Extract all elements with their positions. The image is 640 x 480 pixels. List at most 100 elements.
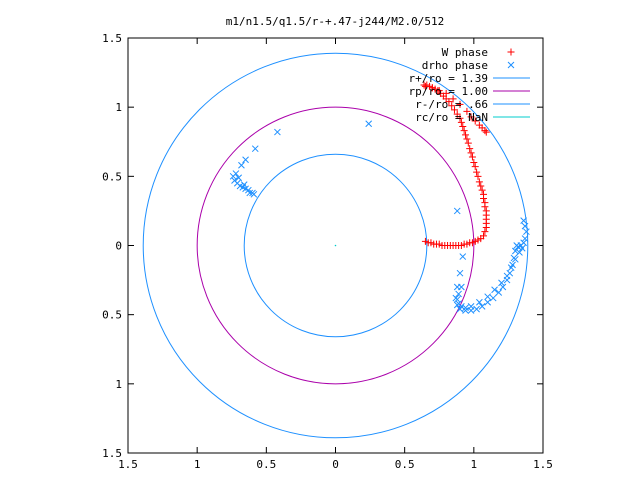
origin-point xyxy=(334,244,337,247)
w-phase-point-38 xyxy=(470,159,478,166)
drho-phase-point-20 xyxy=(456,269,464,277)
w-phase-point-41 xyxy=(466,145,474,153)
w-phase-point-48 xyxy=(456,114,464,122)
drho-phase-point-54 xyxy=(476,298,483,306)
drho-phase-point-55 xyxy=(467,303,475,310)
circle-series-4 xyxy=(243,153,428,338)
drho-phase-point-32 xyxy=(499,283,507,291)
drho-phase-point-37 xyxy=(511,247,519,255)
w-phase-point-37 xyxy=(471,163,479,171)
drho-phase-point-43 xyxy=(523,228,530,236)
x-tick-label-1: 1 xyxy=(194,458,201,471)
y-tick-label-4: 0.5 xyxy=(102,170,122,183)
w-phase-point-63 xyxy=(428,84,436,92)
w-phase-point-44 xyxy=(462,131,470,139)
drho-phase-point-46 xyxy=(518,244,526,252)
drho-phase-point-17 xyxy=(240,181,248,188)
y-tick-label-5: 1 xyxy=(115,101,122,114)
w-phase-point-46 xyxy=(459,123,467,131)
drho-phase-point-28 xyxy=(478,303,486,310)
drho-phase-point-59 xyxy=(453,296,461,303)
drho-phase-point-27 xyxy=(473,305,480,313)
drho-phase-point-44 xyxy=(521,222,529,230)
legend-label-0: W phase xyxy=(442,46,488,59)
w-phase-point-39 xyxy=(468,153,476,161)
x-tick-label-2: 0.5 xyxy=(256,458,276,471)
w-phase-point-62 xyxy=(421,82,429,90)
drho-phase-point-18 xyxy=(453,207,461,215)
w-phase-point-51 xyxy=(448,102,456,110)
drho-phase-point-50 xyxy=(503,272,511,280)
drho-phase-point-4 xyxy=(238,161,245,169)
legend-label-5: rc/ro = NaN xyxy=(415,111,488,124)
drho-phase-point-2 xyxy=(251,145,259,153)
drho-phase-point-13 xyxy=(246,189,254,197)
w-phase-point-61 xyxy=(420,81,428,89)
data-points xyxy=(229,81,530,314)
w-phase-point-65 xyxy=(442,89,450,97)
drho-phase-point-41 xyxy=(520,239,527,247)
w-phase-point-36 xyxy=(473,168,481,176)
chart-title: m1/n1.5/q1.5/r-+.47-j244/M2.0/512 xyxy=(226,15,445,28)
drho-phase-point-42 xyxy=(521,235,529,242)
w-phase-point-42 xyxy=(464,139,472,147)
drho-phase-point-0 xyxy=(274,128,281,136)
legend-label-4: r-/ro = .66 xyxy=(415,98,488,111)
legend-label-3: rp/ro = 1.00 xyxy=(409,85,488,98)
drho-phase-point-16 xyxy=(235,174,243,182)
w-phase-point-34 xyxy=(475,178,483,186)
w-phase-point-43 xyxy=(463,135,471,143)
w-phase-point-33 xyxy=(477,182,485,190)
w-phase-point-45 xyxy=(460,127,468,135)
w-phase-point-67 xyxy=(456,100,464,108)
w-phase-point-74 xyxy=(482,128,490,136)
drho-phase-point-60 xyxy=(455,290,462,298)
drho-phase-point-61 xyxy=(458,283,465,291)
w-phase-point-35 xyxy=(474,172,482,180)
y-tick-label-1: 1 xyxy=(115,378,122,391)
drho-phase-point-58 xyxy=(455,300,462,307)
w-phase-point-27 xyxy=(482,207,490,215)
x-tick-label-4: 0.5 xyxy=(395,458,415,471)
drho-phase-point-1 xyxy=(365,120,373,128)
w-phase-point-21 xyxy=(480,232,488,240)
drho-phase-point-3 xyxy=(242,156,249,164)
w-phase-point-32 xyxy=(478,186,486,194)
y-tick-label-3: 0 xyxy=(115,240,122,253)
drho-phase-point-51 xyxy=(498,279,505,287)
x-tick-label-6: 1.5 xyxy=(533,458,553,471)
w-phase-point-73 xyxy=(481,127,489,135)
drho-phase-point-45 xyxy=(520,217,527,224)
y-tick-label-0: 1.5 xyxy=(102,447,122,460)
w-phase-point-49 xyxy=(453,110,461,118)
drho-phase-point-31 xyxy=(495,289,503,296)
drho-phase-point-19 xyxy=(459,253,467,260)
drho-phase-point-48 xyxy=(511,255,519,263)
circle-series-2 xyxy=(142,52,529,439)
drho-phase-point-6 xyxy=(229,172,237,180)
reference-circles xyxy=(142,52,529,439)
x-tick-label-0: 1.5 xyxy=(118,458,138,471)
w-phase-point-31 xyxy=(480,190,488,198)
w-phase-point-50 xyxy=(450,106,458,114)
w-phase-point-22 xyxy=(481,228,489,236)
circle-series-3 xyxy=(196,106,475,385)
w-phase-point-68 xyxy=(463,107,471,115)
drho-phase-point-30 xyxy=(489,294,497,302)
legend-label-2: r+/ro = 1.39 xyxy=(409,72,488,85)
y-tick-label-6: 1.5 xyxy=(102,32,122,45)
legend-label-1: drho phase xyxy=(422,59,488,72)
w-phase-point-29 xyxy=(481,199,489,207)
tick-labels: 1.5 1 0.5 0 0.5 1 1.51.510.500.511.5 xyxy=(102,32,553,471)
drho-phase-point-53 xyxy=(484,293,492,301)
x-tick-label-5: 1 xyxy=(471,458,478,471)
w-phase-point-69 xyxy=(467,113,475,121)
legend-marker-1 xyxy=(507,61,515,69)
legend-marker-0 xyxy=(507,48,515,56)
drho-phase-point-52 xyxy=(491,286,498,294)
w-phase-point-40 xyxy=(467,149,475,157)
drho-phase-point-56 xyxy=(462,304,469,312)
w-phase-point-47 xyxy=(457,118,465,126)
